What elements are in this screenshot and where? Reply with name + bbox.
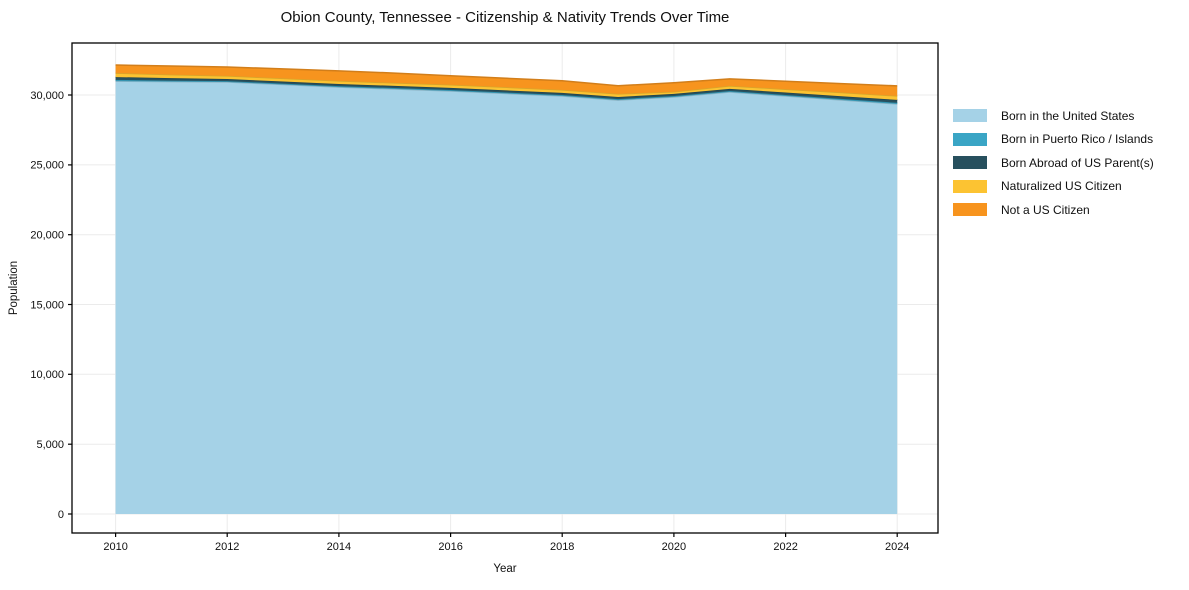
legend-label: Born Abroad of US Parent(s) [1001,155,1154,170]
y-axis: 0 5,000 10,000 15,000 20,000 25,000 30,000 [30,90,72,521]
legend-item-born-in-the-united-states: Born in the United States [953,104,1154,128]
legend-swatch [953,156,987,170]
legend-swatch [953,109,987,123]
legend-item-naturalized-us-citizen: Naturalized US Citizen [953,175,1154,199]
x-tick-label: 2016 [438,541,462,553]
legend-label: Born in the United States [1001,108,1135,123]
y-tick-label: 15,000 [30,299,64,311]
y-tick-label: 5,000 [36,439,64,451]
y-tick-label: 10,000 [30,369,64,381]
legend-label: Not a US Citizen [1001,202,1090,217]
chart-title: Obion County, Tennessee - Citizenship & … [280,9,730,26]
stacked-areas [115,64,898,514]
y-axis-label: Population [8,260,20,316]
x-axis: 2010 2012 2014 2016 2018 2020 2022 2024 [103,533,909,553]
x-tick-label: 2018 [550,541,574,553]
y-tick-label: 0 [58,509,64,521]
legend-item-not-a-us-citizen: Not a US Citizen [953,198,1154,222]
x-tick-label: 2020 [662,541,686,553]
x-tick-label: 2014 [327,541,351,553]
x-tick-label: 2022 [773,541,797,553]
x-tick-label: 2012 [215,541,239,553]
y-tick-label: 25,000 [30,160,64,172]
legend-swatch [953,132,987,146]
plot-border [71,42,939,534]
legend: Born in the United States Born in Puerto … [953,104,1154,222]
legend-swatch [953,179,987,193]
x-tick-label: 2010 [103,541,127,553]
area-born-in-the-united-states [115,81,898,514]
legend-item-born-abroad-of-us-parent-s: Born Abroad of US Parent(s) [953,151,1154,175]
y-tick-label: 20,000 [30,230,64,242]
area-not-a-us-citizen [115,65,898,96]
y-tick-label: 30,000 [30,90,64,102]
area-born-abroad-of-us-parent-s [115,77,898,103]
x-axis-label: Year [493,563,517,575]
legend-label: Naturalized US Citizen [1001,179,1122,194]
x-tick-label: 2024 [885,541,909,553]
legend-swatch [953,203,987,217]
area-top-edge-not-a-us-citizen [115,64,898,87]
legend-label: Born in Puerto Rico / Islands [1001,132,1154,147]
legend-item-born-in-puerto-rico-islands: Born in Puerto Rico / Islands [953,128,1154,152]
